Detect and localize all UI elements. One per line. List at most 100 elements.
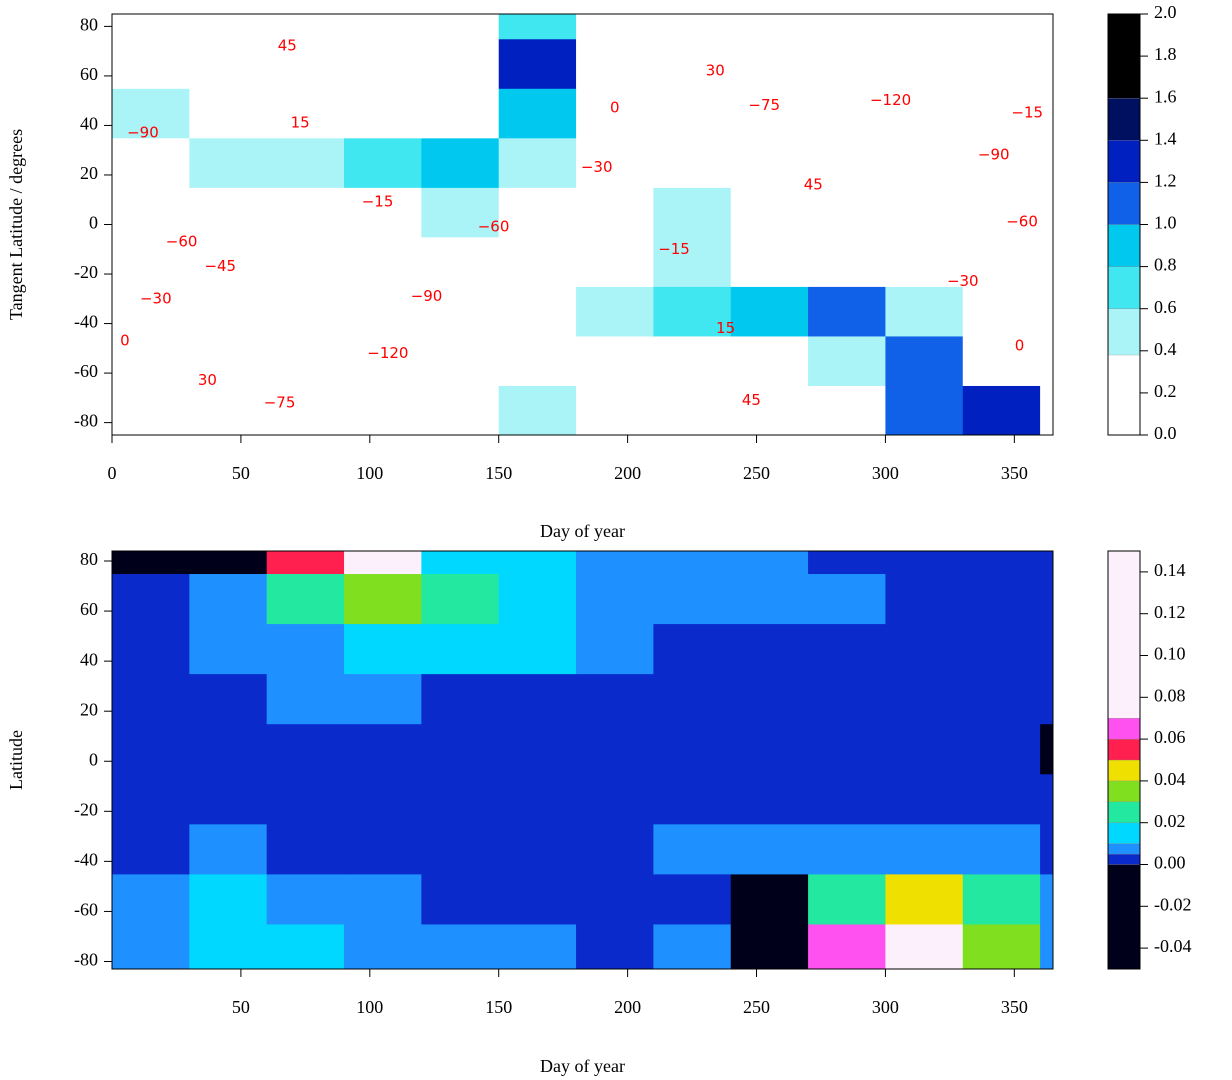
contour-label: 15 [716,319,735,337]
heat-cell [576,335,654,386]
y-tick-label: 80 [80,549,98,569]
heat-cell [498,14,577,40]
heat-cell [730,573,809,625]
heat-cell [885,137,964,188]
heat-cell [344,335,422,386]
heat-cell [885,335,964,386]
colorbar-tick-label: 1.2 [1154,171,1177,191]
colorbar-tick-label: -0.04 [1154,936,1192,956]
heat-cell [421,88,500,139]
heat-cell [344,673,422,725]
heat-cell [266,573,345,625]
heat-cell [344,723,422,775]
y-tick-label: 0 [89,213,98,233]
y-tick-label: 60 [80,599,98,619]
heat-cell [808,137,886,188]
heat-cell [730,14,809,40]
heat-cell [189,623,268,675]
heat-cell [962,773,1041,825]
y-tick-label: -80 [74,411,98,431]
heat-cell [730,551,809,575]
heat-cell [885,385,964,436]
colorbar-segment [1107,308,1141,356]
heat-cell [112,385,190,436]
heat-cell [962,38,1041,89]
heat-cell [421,137,500,188]
colorbar-tick-label: 0.0 [1154,423,1177,443]
heat-cell [344,823,422,875]
heat-cell [962,623,1041,675]
heat-cell [112,236,190,287]
heat-cell [808,385,886,436]
heat-cell [189,137,268,188]
heat-cell [885,673,964,725]
contour-label: 15 [291,113,310,131]
colorbar-tick-label: 2.0 [1154,2,1177,22]
heat-cell [576,823,654,875]
heat-cell [808,873,886,925]
colorbar-segment [1107,738,1141,761]
heat-cell [730,723,809,775]
heat-cell [498,723,577,775]
x-tick-label: 50 [232,997,250,1017]
heat-cell [112,673,190,725]
heat-cell [576,385,654,436]
x-tick-label: 200 [614,463,641,483]
heat-cell [808,38,886,89]
heat-cell [421,773,500,825]
x-tick-label: 0 [108,463,117,483]
heat-cell [885,88,964,139]
heat-cell [653,923,732,970]
x-tick-label: 300 [872,463,899,483]
heat-cell [498,623,577,675]
contour-label: −30 [947,272,979,290]
heat-cell [653,623,732,675]
heat-cell [576,137,654,188]
y-tick-label: -20 [74,799,98,819]
heat-cell [189,573,268,625]
heat-cell [344,923,422,970]
heat-cell [885,573,964,625]
heat-cell [808,187,886,238]
contour-label: −120 [870,91,911,109]
y-tick-label: 0 [89,749,98,769]
contour-label: −90 [127,123,159,141]
heat-cell [344,38,422,89]
heat-cell [1040,88,1054,139]
heat-cell [266,187,345,238]
heat-cell [730,88,809,139]
heat-cell [266,14,345,40]
heat-cell [1040,286,1054,337]
contour-label: −30 [581,158,613,176]
heat-cell [344,573,422,625]
colorbar-tick-label: 0.02 [1154,811,1186,831]
heat-cell [189,38,268,89]
x-tick-label: 100 [356,463,383,483]
heat-cell [885,551,964,575]
heat-cell [885,873,964,925]
heat-cell [112,573,190,625]
heat-cell [1040,137,1054,188]
colorbar-tick-label: -0.02 [1154,894,1192,914]
contour-label: 45 [804,175,823,193]
y-tick-label: -40 [74,849,98,869]
heat-cell [498,923,577,970]
colorbar-tick-label: 0.06 [1154,727,1186,747]
colorbar-segment [1107,182,1141,225]
heat-cell [344,623,422,675]
heat-cell [808,286,886,337]
heat-cell [653,823,732,875]
heat-cell [808,723,886,775]
colorbar-tick-label: 0.00 [1154,853,1186,873]
colorbar-segment [1107,853,1141,865]
heat-cell [653,573,732,625]
heat-cell [498,137,577,188]
y-axis-title: Latitude [6,730,26,790]
x-tick-label: 250 [743,997,770,1017]
heat-cell [189,14,268,40]
heat-cell [189,823,268,875]
heat-cell [266,623,345,675]
heat-cell [808,236,886,287]
heat-cell [885,286,964,337]
heat-cell [266,923,345,970]
